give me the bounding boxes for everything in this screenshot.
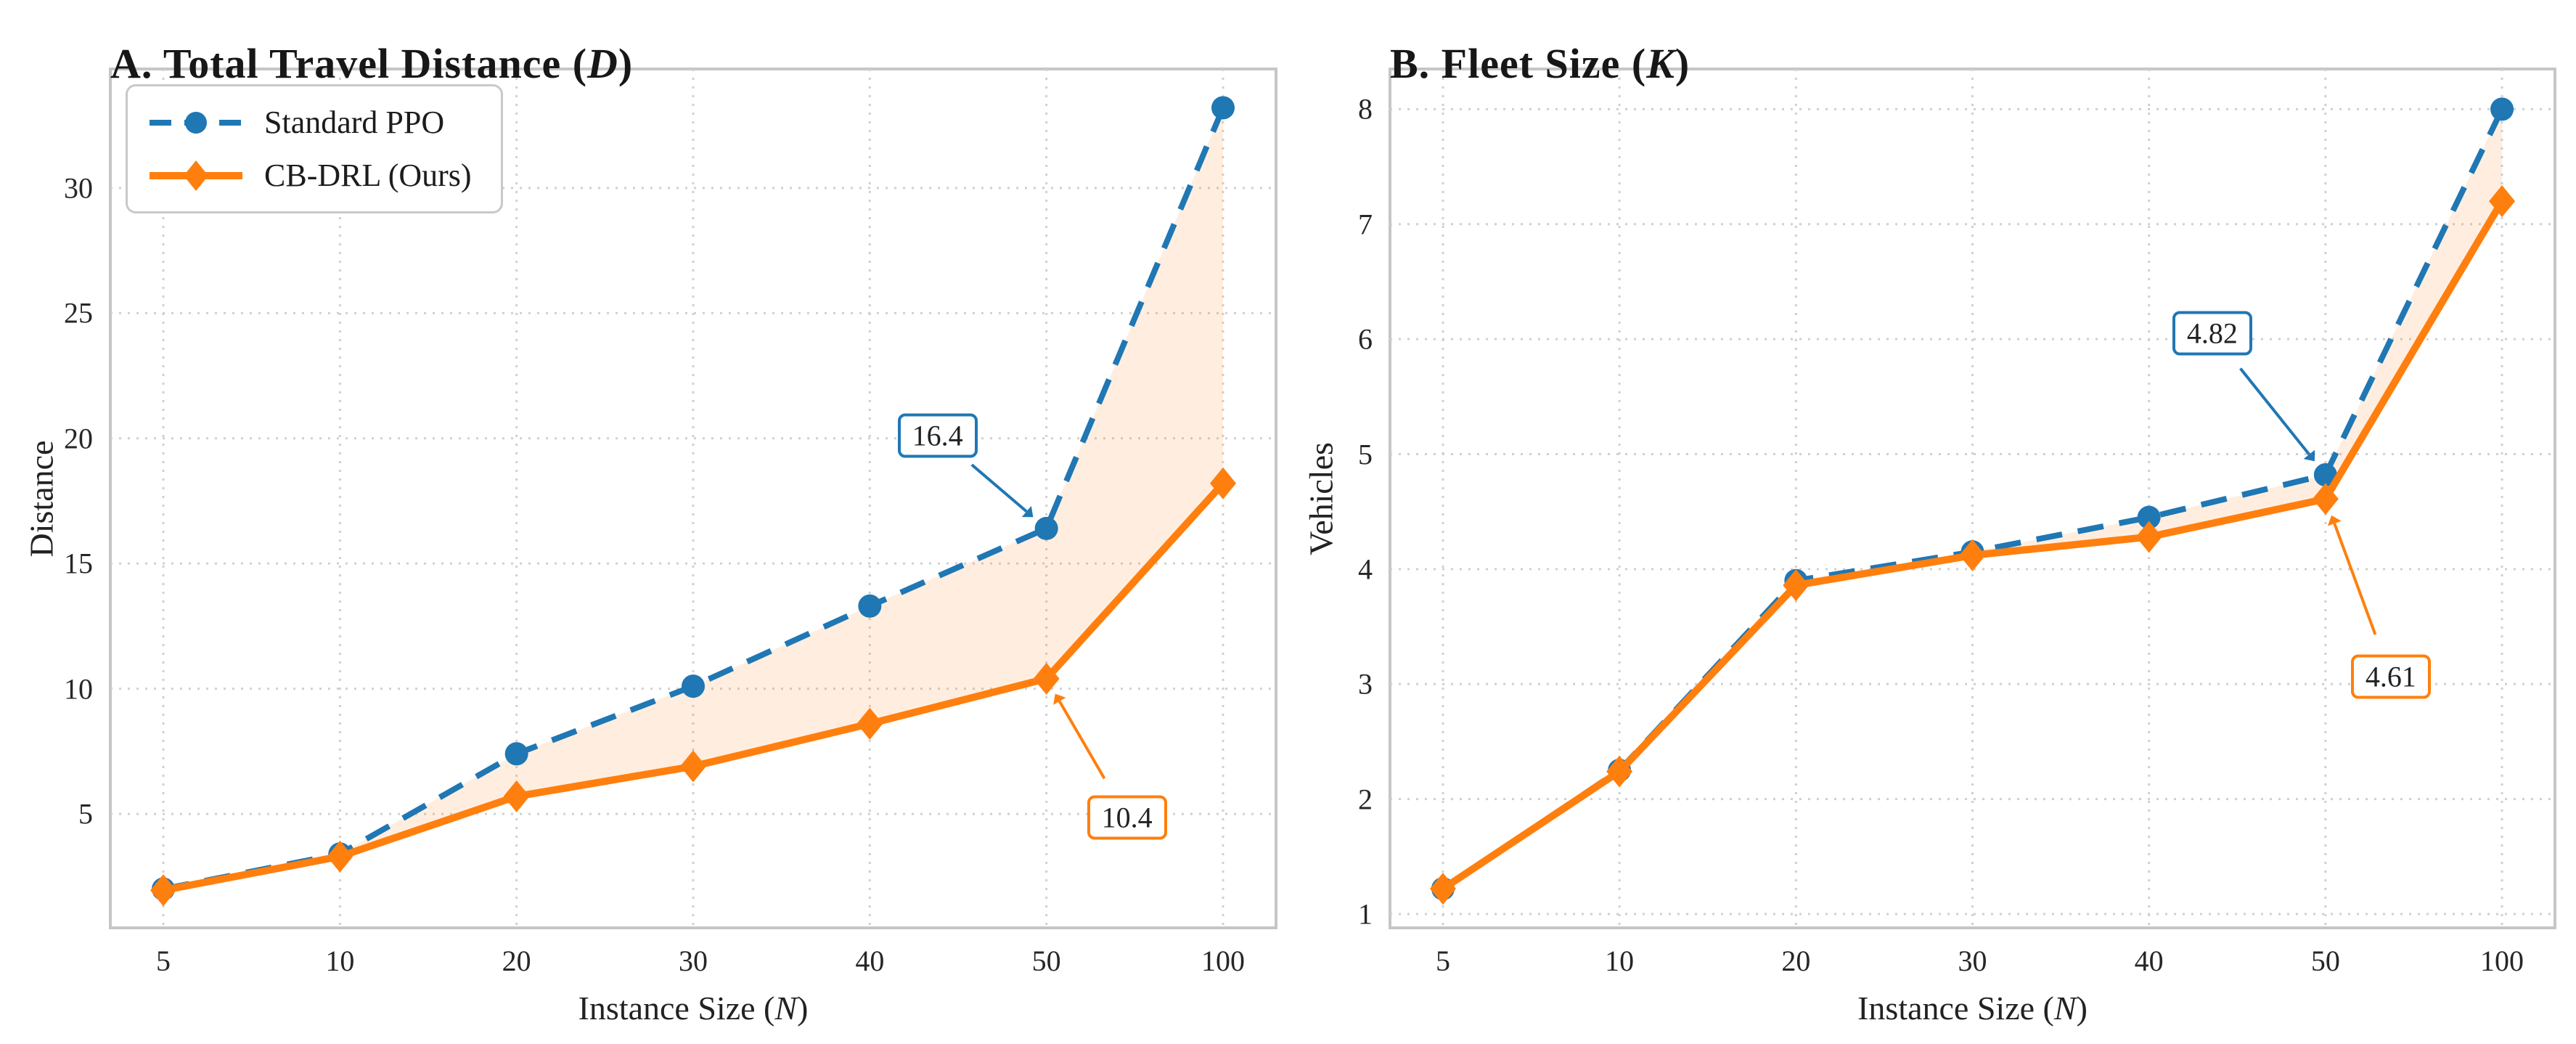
y-tick-label: 5: [1358, 438, 1373, 471]
xlabel-math-var: N: [774, 990, 798, 1027]
x-tick-label: 40: [2134, 945, 2164, 977]
x-tick-label: 50: [1031, 945, 1061, 977]
x-tick-label: 5: [156, 945, 171, 977]
y-tick-label: 6: [1358, 322, 1373, 356]
panel-b-x-axis-label: Instance Size (N): [1857, 990, 2088, 1027]
legend-label: CB-DRL (Ours): [264, 158, 472, 193]
legend-entry-standard-ppo: Standard PPO: [148, 104, 472, 141]
y-tick-label: 8: [1358, 92, 1373, 126]
x-tick-label: 20: [502, 945, 531, 977]
panel-a-x-axis-label: Instance Size (N): [578, 990, 809, 1027]
panel-b-y-axis-label: Vehicles: [1302, 441, 1340, 555]
legend: Standard PPO CB-DRL (Ours): [126, 84, 503, 213]
title-math-var: K: [1646, 40, 1675, 88]
y-tick-label: 10: [64, 672, 93, 706]
x-tick-label: 30: [679, 945, 708, 977]
x-tick-label: 10: [1605, 945, 1635, 977]
x-tick-label: 5: [1435, 945, 1450, 977]
legend-line-sample-ppo: [150, 111, 242, 134]
y-tick-label: 2: [1358, 783, 1373, 816]
y-tick-label: 25: [64, 296, 93, 330]
panel-a-y-axis-label: Distance: [23, 440, 60, 557]
title-math-var: D: [587, 40, 618, 88]
y-tick-label: 7: [1358, 208, 1373, 241]
y-tick-label: 4: [1358, 552, 1373, 586]
x-tick-label: 10: [325, 945, 355, 977]
y-tick-label: 20: [64, 422, 93, 455]
xlabel-math-var: N: [2053, 990, 2077, 1027]
y-tick-label: 30: [64, 171, 93, 205]
x-tick-label: 100: [2480, 945, 2524, 977]
legend-line-sample-cbdrl: [150, 160, 242, 191]
annotation-box: 4.61: [2350, 654, 2431, 699]
x-tick-label: 50: [2310, 945, 2340, 977]
x-tick-label: 40: [855, 945, 885, 977]
legend-entry-cb-drl: CB-DRL (Ours): [148, 157, 472, 194]
x-tick-label: 20: [1781, 945, 1811, 977]
annotation-box: 10.4: [1087, 795, 1167, 840]
y-tick-label: 15: [64, 547, 93, 580]
y-tick-label: 3: [1358, 667, 1373, 701]
x-tick-label: 100: [1201, 945, 1245, 977]
y-tick-label: 1: [1358, 897, 1373, 931]
legend-label: Standard PPO: [264, 105, 445, 140]
annotation-box: 4.82: [2172, 311, 2252, 356]
x-tick-label: 30: [1958, 945, 1987, 977]
panel-b-title: B. Fleet Size (K): [1390, 40, 1690, 88]
annotation-box: 16.4: [897, 413, 978, 458]
y-tick-label: 5: [78, 797, 93, 831]
panel-a-title: A. Total Travel Distance (D): [110, 40, 634, 88]
